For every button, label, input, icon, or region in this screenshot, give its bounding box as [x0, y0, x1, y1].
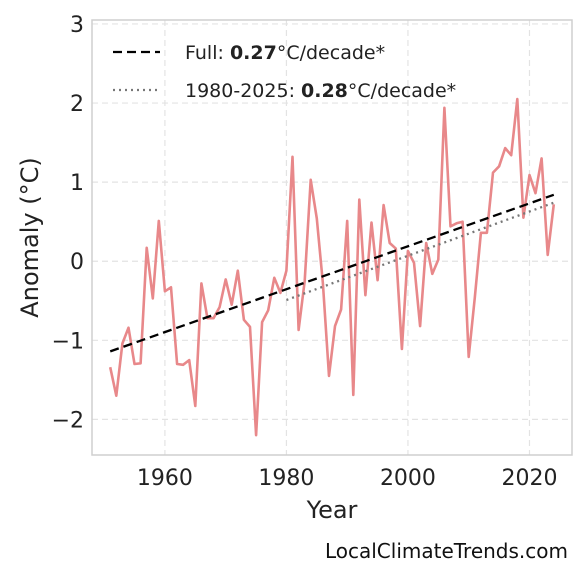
x-tick-label: 1980	[258, 466, 314, 491]
y-tick-label: 0	[70, 250, 84, 275]
grid	[92, 20, 572, 455]
anomaly-series-line	[108, 97, 556, 437]
y-axis-label: Anomaly (°C)	[16, 157, 44, 317]
legend: Full: 0.27°C/decade* 1980-2025: 0.28°C/d…	[113, 42, 456, 102]
legend-full-prefix: Full:	[185, 42, 230, 64]
y-tick-label: −1	[52, 329, 84, 354]
source-label: LocalClimateTrends.com	[325, 539, 568, 563]
trend-line-recent	[286, 201, 555, 302]
legend-label-recent-trend: 1980-2025: 0.28°C/decade*	[185, 80, 456, 102]
plot-frame	[91, 19, 573, 456]
legend-recent-suffix: °C/decade*	[348, 80, 456, 102]
legend-full-value: 0.27	[230, 42, 277, 64]
y-tick-label: 1	[70, 171, 84, 196]
x-tick-label: 2000	[380, 466, 436, 491]
series-layer	[108, 97, 556, 437]
trend-line-full	[109, 193, 555, 353]
legend-recent-prefix: 1980-2025:	[185, 80, 301, 102]
trend-layer	[109, 193, 555, 353]
x-axis-label: Year	[306, 496, 358, 524]
legend-label-full-trend: Full: 0.27°C/decade*	[185, 42, 385, 64]
x-tick-label: 1960	[137, 466, 193, 491]
tick-labels: 1960 1980 2000 2020 −2 −1 0 1 2 3	[52, 13, 558, 491]
x-tick-label: 2020	[501, 466, 557, 491]
y-tick-label: 2	[70, 92, 84, 117]
y-tick-label: −2	[52, 408, 84, 433]
legend-recent-value: 0.28	[301, 80, 348, 102]
y-tick-label: 3	[70, 13, 84, 38]
legend-full-suffix: °C/decade*	[277, 42, 385, 64]
